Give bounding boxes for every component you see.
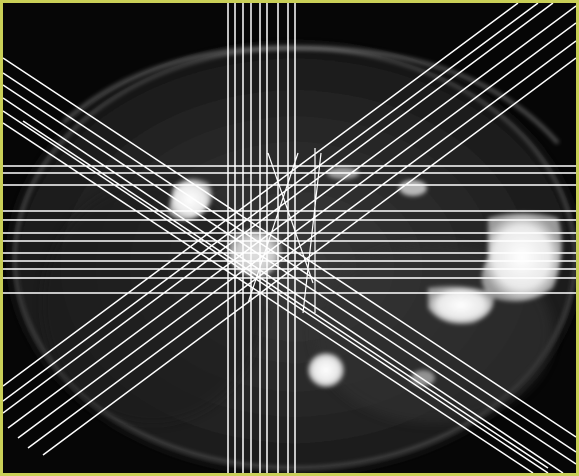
body-cross-section — [9, 43, 576, 473]
vertical-lines — [227, 3, 296, 473]
horizontal-lines — [3, 165, 576, 294]
diagonal-descending-lines — [3, 57, 576, 473]
short-accent-lines — [247, 148, 322, 314]
mri-scan-image — [3, 3, 576, 473]
overlay-lines — [3, 3, 576, 473]
diagonal-ascending-lines — [3, 3, 576, 456]
